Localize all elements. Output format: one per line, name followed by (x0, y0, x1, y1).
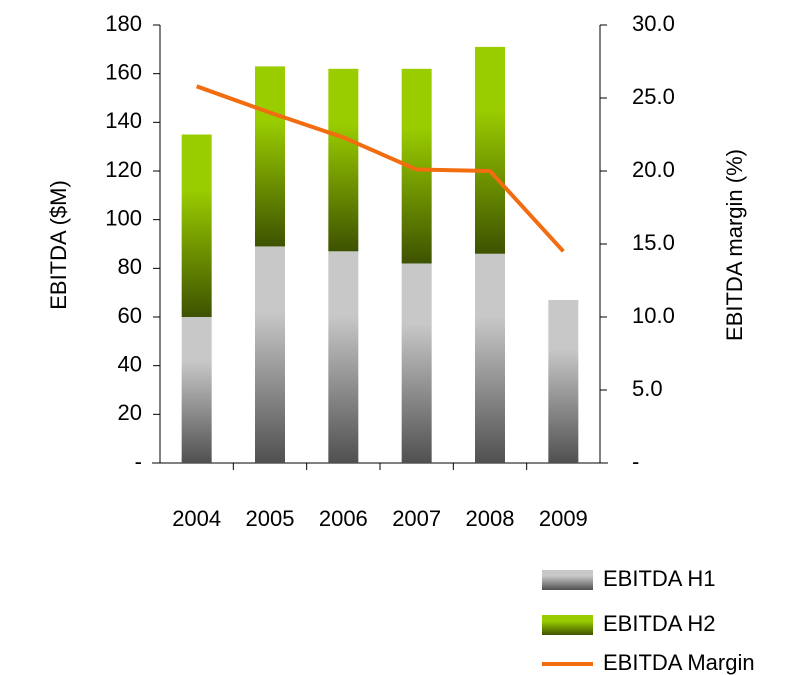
y2-tick-label: 20.0 (632, 157, 675, 182)
y-tick-label: 100 (105, 205, 142, 230)
y2-tick-label: 25.0 (632, 84, 675, 109)
y-tick-label: - (135, 449, 142, 474)
y-tick-label: 140 (105, 108, 142, 133)
y2-tick-label: 15.0 (632, 230, 675, 255)
y-tick-label: 40 (118, 351, 142, 376)
y2-tick-label: - (632, 449, 639, 474)
x-tick-label: 2009 (539, 506, 588, 531)
line (195, 84, 565, 253)
x-tick-label: 2007 (392, 506, 441, 531)
y-tick-label: 80 (118, 254, 142, 279)
y-tick-label: 20 (118, 400, 142, 425)
y2-tick-label: 30.0 (632, 11, 675, 36)
legend-label: EBITDA H2 (603, 611, 715, 636)
bar (255, 246, 285, 463)
bar (181, 317, 212, 463)
y-tick-label: 120 (105, 157, 142, 182)
y-tick-label: 160 (105, 59, 142, 84)
y-axis-title: EBITDA ($M) (46, 180, 71, 310)
bar (475, 253, 505, 463)
bar (475, 46, 505, 254)
bar (548, 299, 579, 463)
y2-axis-title: EBITDA margin (%) (722, 149, 747, 341)
legend-swatch (542, 615, 593, 635)
legend-swatch (542, 570, 593, 590)
y-tick-label: 60 (118, 303, 142, 328)
legend-label: EBITDA Margin (603, 650, 755, 675)
y2-tick-label: 5.0 (632, 376, 663, 401)
bar (401, 263, 432, 463)
y-tick-label: 180 (105, 11, 142, 36)
bar (181, 134, 212, 317)
bar (328, 251, 359, 463)
x-tick-label: 2006 (319, 506, 368, 531)
x-tick-label: 2008 (466, 506, 515, 531)
y2-tick-label: 10.0 (632, 303, 675, 328)
x-tick-label: 2005 (246, 506, 295, 531)
bar (255, 66, 285, 247)
x-tick-label: 2004 (172, 506, 221, 531)
bar (328, 68, 359, 252)
legend-label: EBITDA H1 (603, 566, 715, 591)
